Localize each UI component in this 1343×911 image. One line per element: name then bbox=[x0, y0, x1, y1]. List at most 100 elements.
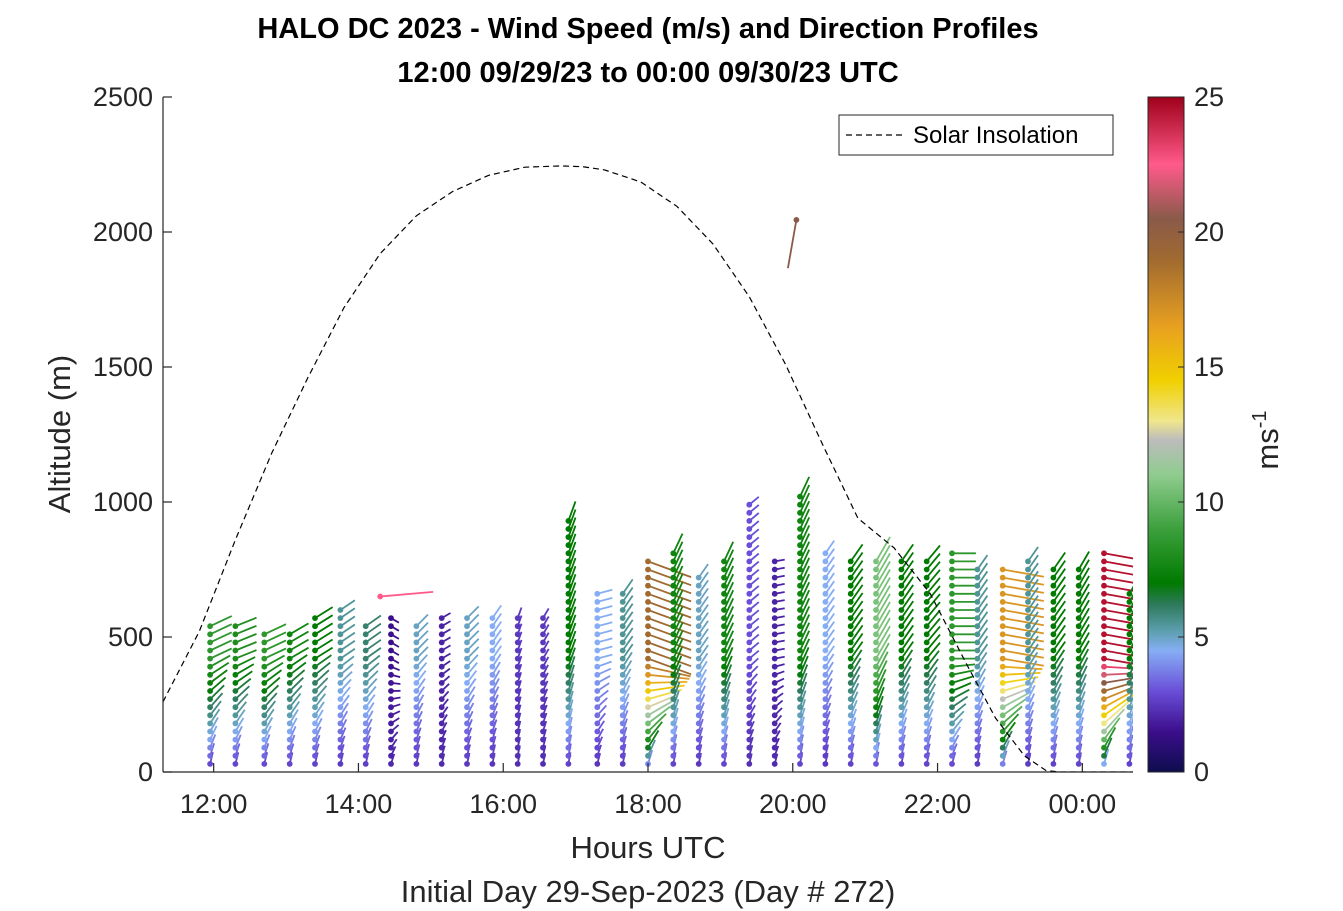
wind-barb-tail bbox=[849, 551, 864, 571]
wind-barb-point bbox=[999, 671, 1006, 678]
wind-barb-tail bbox=[799, 525, 811, 546]
wind-barb-tail bbox=[1077, 674, 1088, 692]
wind-barb-point bbox=[771, 590, 778, 597]
wind-barb-point bbox=[873, 574, 879, 581]
wind-barb-point bbox=[923, 631, 930, 638]
wind-barb-tail bbox=[723, 614, 735, 635]
wind-barb-point bbox=[670, 744, 677, 751]
wind-barb-point bbox=[847, 728, 854, 735]
wind-barb-tail bbox=[926, 561, 941, 579]
wind-barb-tail bbox=[849, 600, 864, 619]
wind-barb-tail bbox=[1103, 576, 1133, 584]
wind-barb-point bbox=[949, 623, 955, 630]
wind-barb-point bbox=[949, 550, 955, 557]
wind-barb-point bbox=[974, 647, 981, 654]
wind-barb-point bbox=[797, 680, 803, 686]
wind-barb-point bbox=[898, 704, 905, 711]
wind-barb-point bbox=[1075, 655, 1082, 662]
wind-barb-point bbox=[619, 728, 626, 735]
wind-barb-point bbox=[797, 558, 803, 565]
wind-barb-tail bbox=[672, 630, 684, 651]
wind-barb-point bbox=[923, 590, 930, 597]
wind-barb-tail bbox=[1052, 649, 1066, 668]
wind-barb-point bbox=[898, 720, 905, 727]
wind-barb-point bbox=[464, 688, 470, 694]
wind-barb-point bbox=[949, 558, 955, 565]
wind-barb-point bbox=[362, 712, 369, 719]
wind-barb-point bbox=[619, 696, 626, 702]
wind-barb-point bbox=[1075, 599, 1082, 605]
wind-barb-point bbox=[540, 688, 546, 694]
wind-barb-point bbox=[822, 736, 829, 743]
wind-barb-tail bbox=[567, 638, 577, 659]
wind-barb-tail bbox=[926, 625, 941, 643]
wind-barb-point bbox=[565, 752, 572, 759]
wind-barb-point bbox=[923, 623, 930, 630]
wind-barb-point bbox=[797, 574, 803, 581]
wind-barb-tail bbox=[849, 641, 864, 660]
wind-barb-point bbox=[565, 542, 572, 549]
wind-barb-point bbox=[771, 752, 778, 759]
wind-barb-point bbox=[565, 526, 572, 532]
y-tick-label: 1500 bbox=[93, 352, 153, 382]
wind-barb-point bbox=[847, 720, 854, 727]
wind-barb-tail bbox=[723, 557, 735, 578]
wind-barb-point bbox=[1101, 728, 1107, 735]
wind-barb-point bbox=[1025, 639, 1031, 646]
wind-barb-point bbox=[771, 663, 778, 670]
wind-barb-point bbox=[337, 631, 344, 638]
x-tick-label: 00:00 bbox=[1049, 789, 1117, 819]
wind-barb-point bbox=[822, 712, 829, 719]
wind-barb-tail bbox=[235, 633, 257, 644]
wind-barb-point bbox=[974, 736, 981, 743]
wind-barb-point bbox=[489, 615, 496, 621]
wind-barb-tail bbox=[1052, 608, 1066, 627]
wind-barb-point bbox=[514, 615, 521, 621]
wind-barb-point bbox=[746, 631, 753, 638]
wind-barb-point bbox=[207, 761, 214, 767]
wind-barb-tail bbox=[1128, 688, 1133, 700]
wind-barb-point bbox=[438, 712, 445, 719]
wind-barb-point bbox=[822, 566, 829, 573]
wind-barb-point bbox=[619, 688, 626, 694]
wind-barb-point bbox=[746, 680, 753, 686]
wind-barb-point bbox=[949, 704, 955, 711]
wind-barb-point bbox=[898, 696, 905, 702]
wind-barb-tail bbox=[799, 614, 811, 635]
wind-barb-point bbox=[974, 744, 981, 751]
wind-barb-tail bbox=[1103, 649, 1133, 657]
wind-barb-point bbox=[619, 752, 626, 759]
wind-barb-point bbox=[822, 752, 829, 759]
wind-barb-point bbox=[898, 566, 905, 573]
wind-barb-point bbox=[771, 574, 778, 581]
wind-barb-point bbox=[261, 744, 268, 751]
wind-barb-point bbox=[771, 607, 778, 613]
wind-barb-point bbox=[670, 704, 677, 711]
wind-barb-point bbox=[771, 744, 778, 751]
wind-barb-tail bbox=[209, 647, 233, 660]
wind-barb-point bbox=[721, 599, 727, 605]
wind-barb-point bbox=[771, 680, 778, 686]
wind-barb-point bbox=[797, 736, 803, 743]
wind-barb-point bbox=[594, 655, 601, 662]
wind-barb-point bbox=[1050, 671, 1057, 678]
wind-barb-point bbox=[721, 607, 727, 613]
wind-barb-tail bbox=[875, 536, 891, 562]
x-tick-label: 22:00 bbox=[904, 789, 972, 819]
x-axis-label: Hours UTC bbox=[570, 830, 725, 865]
wind-barb-point bbox=[207, 655, 214, 662]
wind-barb-tail bbox=[900, 551, 914, 571]
wind-barb-point bbox=[514, 688, 521, 694]
wind-barb-point bbox=[540, 663, 546, 670]
wind-barb-tail bbox=[1103, 708, 1125, 733]
wind-barb-tail bbox=[799, 557, 811, 578]
wind-barb-tail bbox=[1002, 649, 1044, 659]
wind-barb-point bbox=[594, 744, 601, 751]
wind-barb-point bbox=[377, 593, 384, 600]
wind-barb-point bbox=[464, 728, 470, 735]
wind-barb-point bbox=[540, 736, 546, 743]
wind-barb-point bbox=[645, 574, 651, 581]
wind-barb-tail bbox=[567, 656, 576, 676]
wind-barb-tail bbox=[235, 641, 257, 652]
wind-barb-point bbox=[645, 582, 651, 589]
